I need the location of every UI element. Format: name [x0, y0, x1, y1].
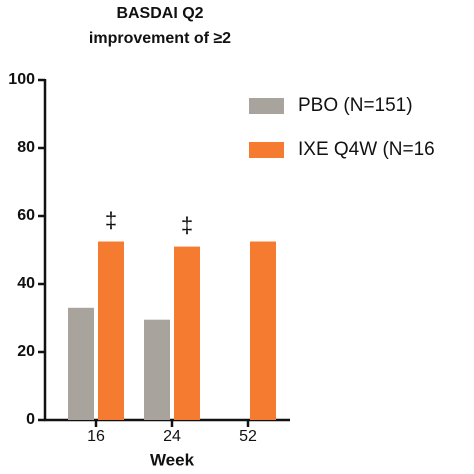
- legend-swatch: [249, 142, 284, 158]
- chart-title: BASDAI Q2: [116, 5, 203, 22]
- bar: [98, 241, 124, 420]
- annotation: ‡: [181, 212, 193, 237]
- y-tick-label: 100: [8, 71, 35, 88]
- x-axis-label: Week: [150, 450, 195, 469]
- bar: [144, 319, 170, 420]
- legend-label: IXE Q4W (N=16: [298, 139, 435, 160]
- y-tick-label: 80: [17, 139, 35, 156]
- y-tick-label: 0: [26, 411, 35, 428]
- x-tick-label: 24: [163, 428, 181, 445]
- y-tick-label: 20: [17, 343, 35, 360]
- x-tick-label: 16: [87, 428, 105, 445]
- chart-title: improvement of ≥2: [89, 30, 231, 47]
- bar: [68, 307, 94, 420]
- annotation: ‡: [105, 207, 117, 232]
- legend-swatch: [249, 98, 284, 114]
- x-tick-label: 52: [239, 428, 257, 445]
- y-tick-label: 40: [17, 275, 35, 292]
- bar: [174, 246, 200, 420]
- bar: [250, 241, 276, 420]
- legend-label: PBO (N=151): [298, 95, 413, 116]
- y-tick-label: 60: [17, 207, 35, 224]
